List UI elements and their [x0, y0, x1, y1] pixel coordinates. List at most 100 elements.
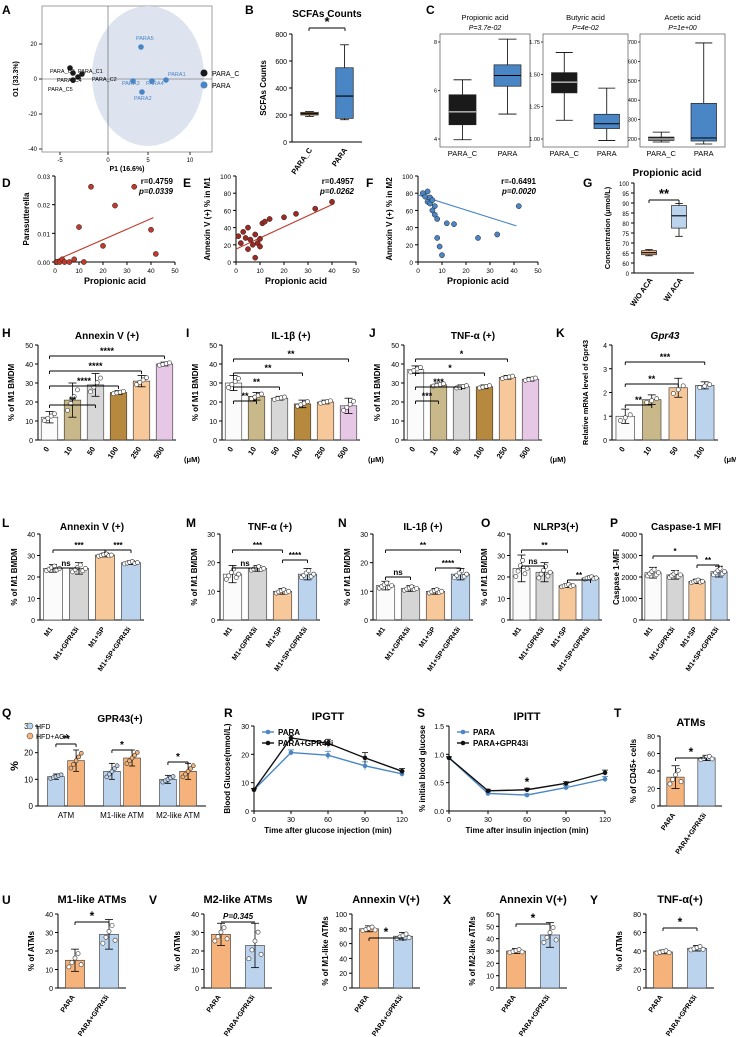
bar [316, 401, 335, 441]
panel-letter: O [481, 516, 490, 530]
panel-letter: D [2, 176, 11, 190]
y-tick-label: -40 [28, 147, 37, 153]
data-point [403, 931, 409, 937]
data-point [252, 938, 258, 944]
x-tick-label: M1+SP [88, 626, 107, 649]
y-tick-label: 0 [364, 618, 368, 625]
y-tick-label: 20 [647, 787, 655, 794]
y-tick-label: 80 [633, 912, 641, 919]
bar [450, 573, 471, 621]
panel-title: TNF-α (+) [451, 331, 495, 342]
y-tick-label: 30 [207, 532, 215, 539]
data-point [144, 375, 149, 381]
pca-point-label: PARA1 [168, 72, 186, 78]
y-tick-label: 0 [637, 986, 641, 993]
y-tick-label: 30 [497, 554, 505, 561]
y-tick-label: 10 [27, 597, 35, 604]
data-point [666, 950, 672, 956]
sig-label: ns [528, 557, 538, 566]
y-tick-label: 0 [34, 77, 38, 83]
sig-label: * [678, 915, 683, 929]
panel-title: IPITT [514, 711, 541, 723]
bar [429, 384, 448, 441]
y-tick-label: 95 [622, 192, 629, 198]
data-point [538, 571, 544, 577]
data-point [670, 777, 676, 782]
y-tick-label: 50 [391, 343, 399, 350]
data-point [100, 940, 106, 946]
x-tick-label: PARA+GPR43i [371, 994, 404, 1037]
y-tick-label: 40 [633, 949, 641, 956]
data-point [389, 583, 395, 588]
sig-label: *** [422, 391, 433, 401]
data-point [249, 241, 256, 248]
y-tick-label: 20 [191, 949, 199, 956]
y-tick-label: 20 [25, 400, 33, 407]
y-tick-label: 3 [603, 367, 607, 374]
y-tick-label: 400 [628, 98, 637, 104]
y-tick-label: 0 [211, 618, 215, 625]
data-point [305, 399, 310, 405]
x-tick-label: 10 [246, 445, 258, 457]
pca-point-label: PARA2 [134, 96, 152, 102]
r-value: r=-0.6491 [501, 177, 536, 186]
unit-label: (μM) [184, 455, 200, 464]
data-point [451, 221, 457, 228]
bar [697, 757, 716, 807]
data-point [112, 937, 118, 943]
bar [558, 585, 577, 621]
x-axis-label: Propionic acid [447, 276, 509, 286]
sig-label: * [176, 752, 180, 763]
data-point [281, 214, 287, 221]
data-point [246, 956, 252, 962]
y-tick-label: 20 [209, 400, 217, 407]
bar [95, 554, 115, 621]
y-tick-label: 10 [241, 781, 249, 788]
data-point [252, 231, 259, 238]
panel-subtitle: Propionic acid [461, 13, 508, 22]
legend-marker [26, 722, 34, 730]
data-point [257, 235, 263, 242]
bar [224, 382, 243, 441]
data-point [547, 569, 553, 575]
data-point [252, 254, 259, 261]
x-tick-label: W/ ACA [662, 276, 685, 304]
y-tick-label: 30 [27, 554, 35, 561]
data-point [129, 755, 135, 761]
sig-label: * [384, 925, 389, 939]
data-point [148, 226, 154, 233]
data-point [522, 571, 528, 577]
data-point [131, 183, 138, 190]
pca-point-control [67, 65, 73, 71]
regression-line [54, 217, 154, 262]
panel-title: TNF-α (+) [248, 522, 292, 533]
data-point [351, 398, 356, 404]
panel-title: Annexin V(+) [352, 894, 420, 906]
sig-label: *** [433, 377, 444, 387]
x-tick-label: PARA [694, 149, 714, 158]
y-axis-label: Parasutterella [22, 192, 31, 245]
y-tick-label: 10 [207, 589, 215, 596]
y-axis-label: Caspase 1-MFI [612, 549, 621, 605]
x-tick-label: 10 [428, 445, 440, 457]
data-point [524, 787, 530, 793]
data-point [667, 781, 673, 787]
y-tick-label: 0 [395, 438, 399, 445]
y-tick-label: 1 [603, 414, 607, 421]
y-tick-label: 80 [406, 191, 414, 198]
data-point [42, 418, 47, 424]
y-tick-label: 50 [25, 343, 33, 350]
data-point [245, 224, 251, 231]
panel-letter: U [2, 893, 11, 907]
data-point [709, 756, 715, 762]
y-tick-label: 10 [45, 968, 53, 975]
y-tick-label: 80 [224, 191, 232, 198]
plot-frame [542, 33, 629, 148]
data-point [362, 763, 368, 769]
x-tick-label: 10 [256, 268, 264, 275]
x-tick-label: 50 [269, 445, 281, 457]
pca-point-label: PARA_C3 [50, 69, 75, 75]
data-point [226, 385, 231, 390]
x-tick-label: -5 [57, 158, 63, 164]
unit-label: (μM) [550, 455, 566, 464]
